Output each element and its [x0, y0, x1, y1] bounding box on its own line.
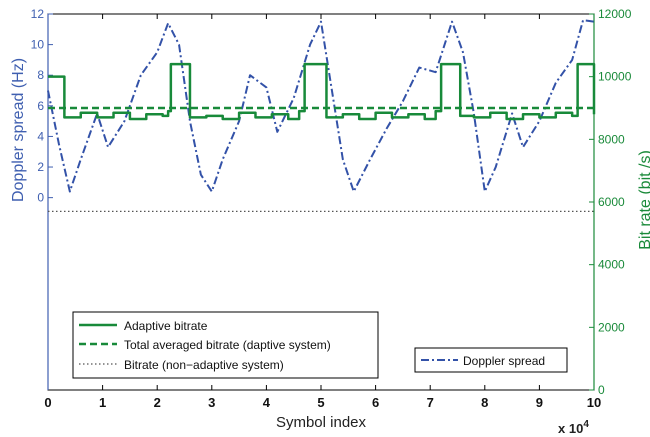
legend-bitrate-box: [72, 311, 379, 379]
y-right-tick-label: 8000: [598, 132, 625, 146]
y-left-tick-label: 0: [37, 191, 44, 205]
x-axis-label: Symbol index: [276, 414, 367, 431]
legend-nonadaptive-label: Bitrate (non−adaptive system): [124, 358, 284, 372]
x-tick-label: 3: [208, 395, 215, 410]
y-left-tick-label: 4: [37, 129, 44, 143]
y-axis-right-label: Bit rate (bit /s): [637, 150, 650, 250]
y-left-tick-label: 2: [37, 160, 44, 174]
legend-averaged-label: Total averaged bitrate (daptive system): [124, 338, 331, 352]
x-tick-label: 0: [44, 395, 51, 410]
legend-doppler-label: Doppler spread: [463, 354, 545, 368]
y-axis-right-ticks: 0 2000 4000 6000 8000 10000 12000: [589, 7, 632, 397]
y-right-tick-label: 4000: [598, 258, 625, 272]
series-line-solid: [48, 62, 596, 121]
y-left-tick-label: 12: [31, 7, 45, 21]
y-left-tick-label: 6: [37, 99, 44, 113]
x-tick-label: 7: [427, 395, 434, 410]
x-tick-label: 2: [154, 395, 161, 410]
y-left-tick-label: 10: [31, 38, 45, 52]
x-axis-multiplier: x 104: [558, 419, 589, 436]
y-right-tick-label: 10000: [598, 70, 632, 84]
x-tick-label: 4: [263, 395, 271, 410]
x-axis-multiplier-base: x 10: [558, 421, 583, 436]
legend-adaptive-label: Adaptive bitrate: [124, 319, 208, 333]
x-axis-ticks: 0 1 2 3 4 5 6 7 8 9 10: [44, 14, 601, 410]
x-tick-label: 5: [317, 395, 324, 410]
x-tick-label: 1: [99, 395, 106, 410]
x-tick-label: 6: [372, 395, 379, 410]
x-tick-label: 8: [481, 395, 488, 410]
y-right-tick-label: 0: [598, 383, 605, 397]
x-tick-label: 9: [536, 395, 543, 410]
legend-doppler: Doppler spread: [414, 347, 568, 373]
series-layer: [47, 19, 596, 212]
y-axis-left-label: Doppler spread (Hz): [10, 58, 27, 202]
y-left-tick-label: 8: [37, 68, 44, 82]
y-right-tick-label: 12000: [598, 7, 632, 21]
series-line-dashdot: [47, 19, 595, 193]
legend-bitrate: Adaptive bitrate Total averaged bitrate …: [72, 311, 379, 379]
x-axis-multiplier-exponent: 4: [583, 419, 589, 430]
y-right-tick-label: 2000: [598, 320, 625, 334]
y-right-tick-label: 6000: [598, 195, 625, 209]
x-tick-label: 10: [587, 395, 601, 410]
